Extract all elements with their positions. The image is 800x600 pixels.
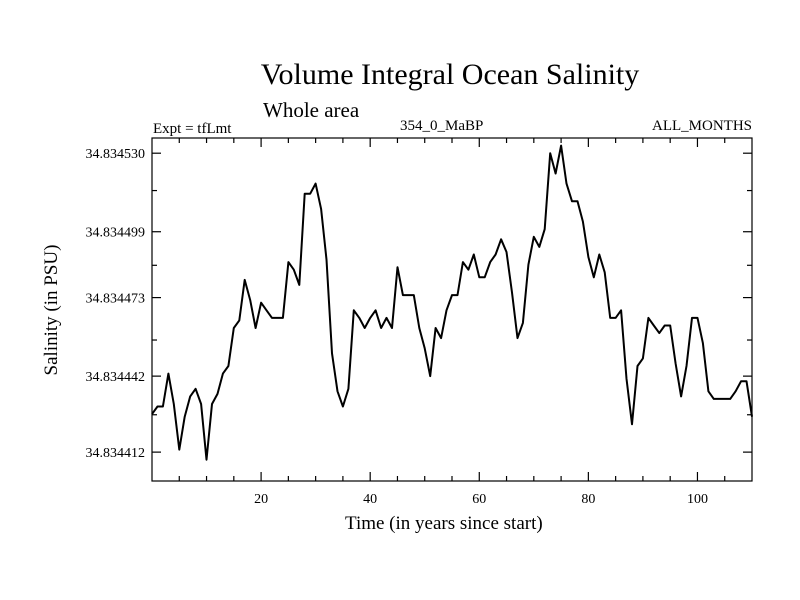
months-label: ALL_MONTHS [652,118,752,134]
x-tick-label: 20 [254,492,268,507]
y-tick-label: 34.834442 [86,370,146,385]
y-tick-label: 34.834530 [86,147,146,162]
y-tick-label: 34.834473 [86,292,146,307]
y-tick-label: 34.834412 [86,446,146,461]
x-axis-label: Time (in years since start) [345,513,543,534]
chart-subtitle: Whole area [263,98,360,122]
plot-area-frame [151,137,753,482]
x-tick-label: 60 [472,492,486,507]
x-tick-label: 100 [687,492,708,507]
tick-labels: 20 40 60 80 100 34.834412 34.834442 34.834473 34… [86,147,708,507]
x-tick-label: 40 [363,492,377,507]
salinity-series-line [151,144,753,461]
axis-ticks [152,138,752,481]
x-tick-label: 80 [581,492,595,507]
chart-title: Volume Integral Ocean Salinity [260,58,640,91]
period-label: 354_0_MaBP [400,118,484,134]
expt-label: Expt = tfLmt [153,121,232,137]
y-tick-label: 34.834499 [86,226,146,241]
